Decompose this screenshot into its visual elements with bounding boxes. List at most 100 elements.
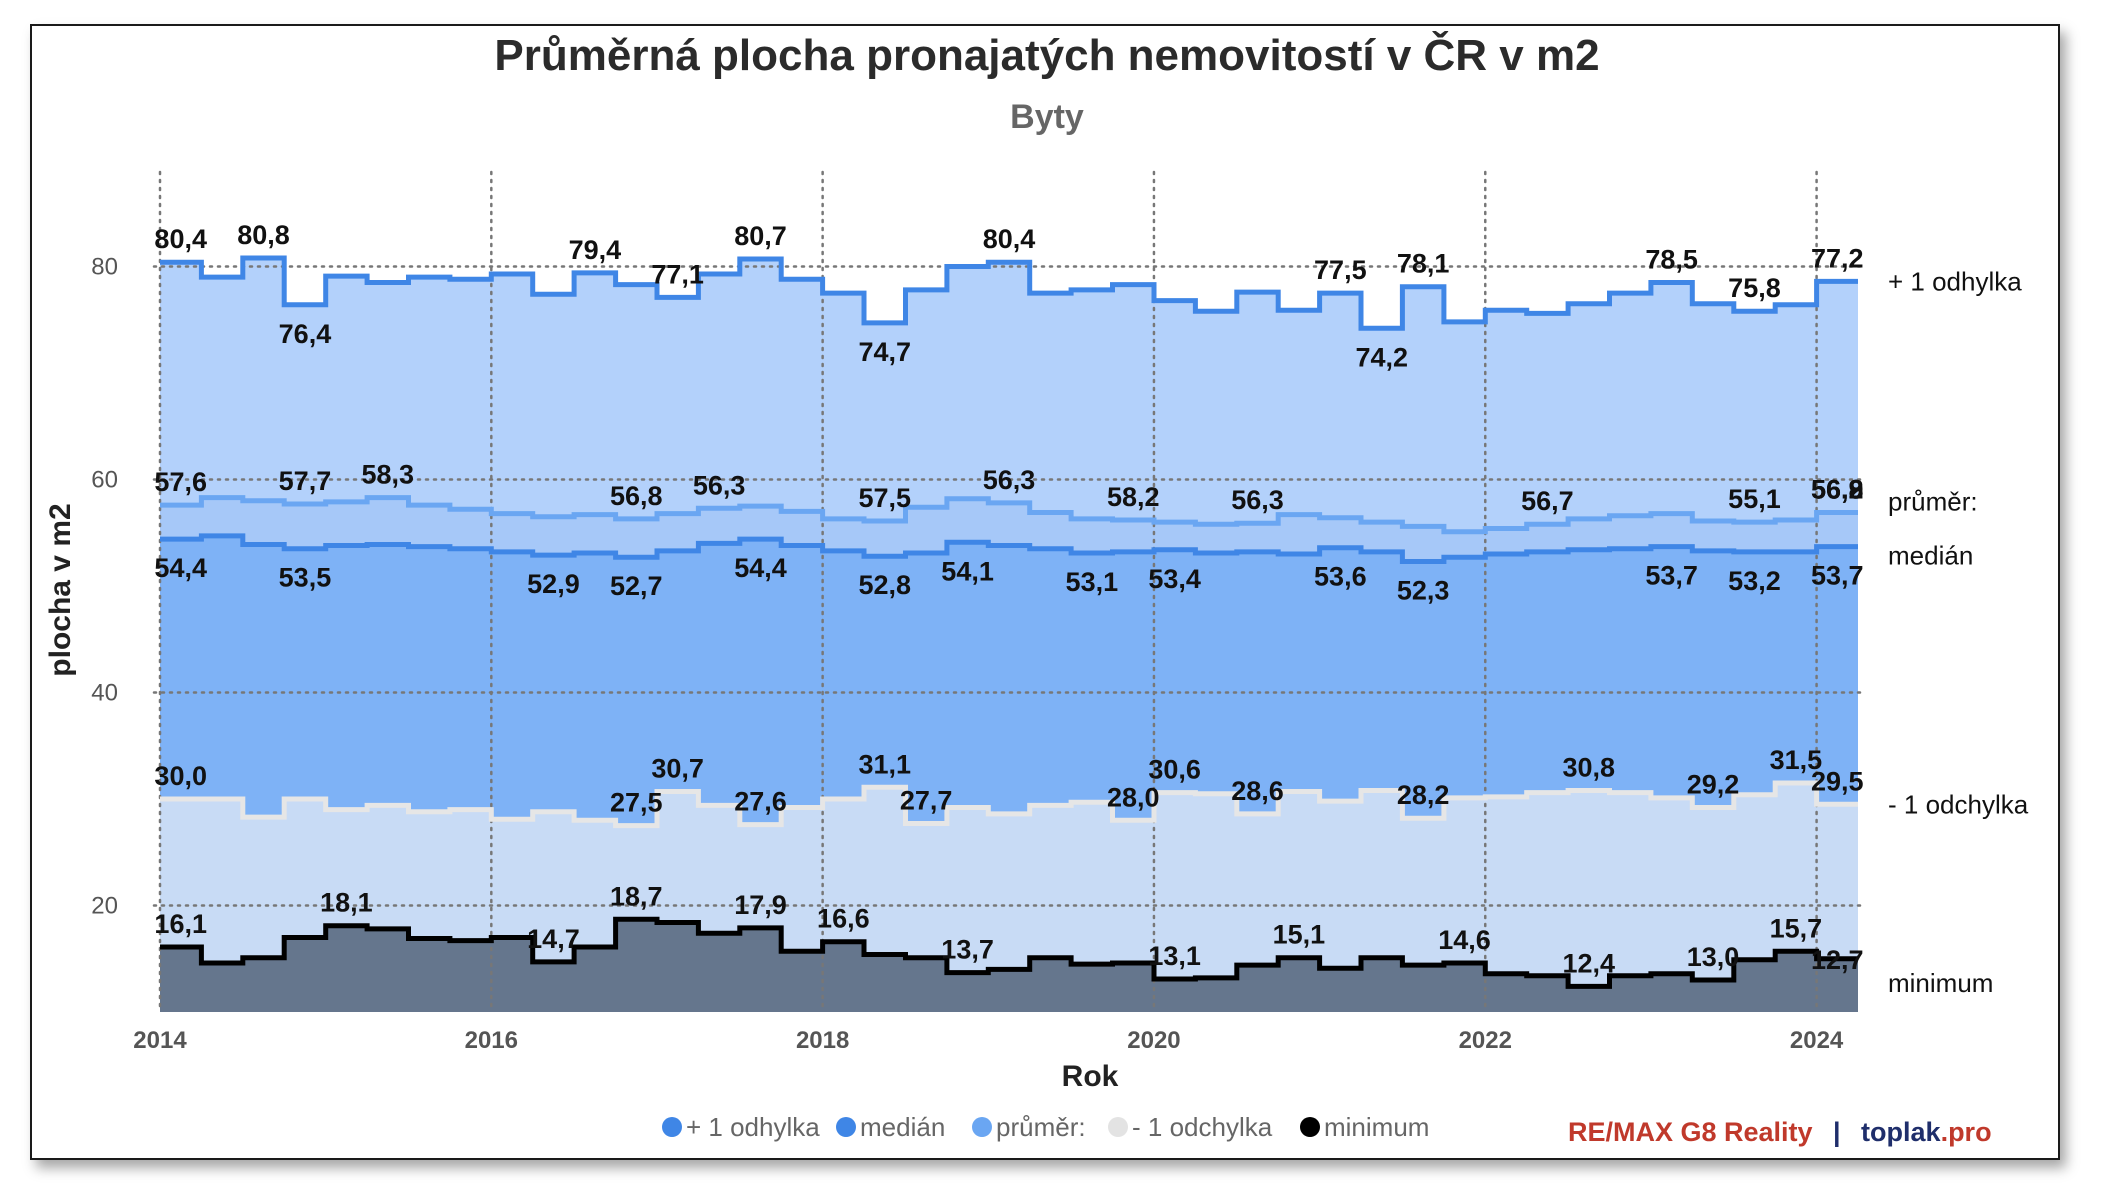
data-label-s4-27: 15,1 bbox=[1273, 920, 1326, 950]
data-label-s3-0: 30,0 bbox=[154, 761, 207, 791]
data-label-s0-36: 78,5 bbox=[1645, 244, 1698, 274]
data-label-s0-29: 74,2 bbox=[1355, 342, 1408, 372]
x-tick-label-5: 2024 bbox=[1790, 1027, 1844, 1054]
chart-subtitle: Byty bbox=[1010, 98, 1084, 136]
data-label-s3-30: 28,2 bbox=[1397, 780, 1450, 810]
data-label-s4-0: 16,1 bbox=[154, 909, 207, 939]
data-label-s0-12: 77,1 bbox=[651, 259, 704, 289]
data-label-s3-17: 31,1 bbox=[858, 749, 911, 779]
attribution-domain: .pro bbox=[1941, 1117, 1992, 1147]
data-label-s2-3: 53,5 bbox=[279, 563, 332, 593]
attribution-separator: | bbox=[1833, 1117, 1841, 1147]
line-series-3 bbox=[160, 780, 1858, 829]
attribution-brand: RE/MAX G8 Reality bbox=[1568, 1117, 1813, 1147]
data-label-s2-41: 53,7 bbox=[1811, 561, 1864, 591]
data-label-s3-37: 29,2 bbox=[1687, 770, 1740, 800]
data-label-s0-10: 79,4 bbox=[569, 235, 622, 265]
data-label-s4-37: 13,0 bbox=[1687, 942, 1740, 972]
data-label-s1-49: 56,2 bbox=[1811, 475, 1864, 505]
attribution-site: toplak bbox=[1861, 1117, 1941, 1147]
legend-item-4[interactable]: minimum bbox=[1300, 1112, 1429, 1142]
data-label-s4-14: 17,9 bbox=[734, 890, 787, 920]
right-label-3: - 1 odchylka bbox=[1888, 789, 2029, 819]
data-label-s1-0: 57,6 bbox=[154, 467, 207, 497]
data-label-s2-9: 52,9 bbox=[527, 569, 580, 599]
data-label-s3-41: 29,5 bbox=[1811, 766, 1864, 796]
data-label-s0-14: 80,7 bbox=[734, 221, 787, 251]
data-label-s0-30: 78,1 bbox=[1397, 249, 1450, 279]
x-tick-label-0: 2014 bbox=[133, 1027, 187, 1054]
attribution: RE/MAX G8 Reality | toplak.pro bbox=[1568, 1117, 1992, 1147]
data-label-s3-26: 28,6 bbox=[1231, 776, 1284, 806]
data-label-s4-16: 16,6 bbox=[817, 904, 870, 934]
line-series-1 bbox=[160, 495, 1858, 535]
gridlines bbox=[152, 170, 1864, 1014]
legend-marker-1 bbox=[836, 1117, 856, 1137]
legend-label-2: průměr: bbox=[996, 1112, 1086, 1142]
data-label-s0-28: 77,5 bbox=[1314, 255, 1367, 285]
data-labels: 80,4 80,8 76,4 79,4 77,1 80,7 74,7 80,4 77,5 74,2… bbox=[154, 220, 1863, 978]
axes: 20 40 60 80 2014 2016 2018 2020 2022 2024 bbox=[91, 254, 1844, 1055]
data-label-s3-12: 30,7 bbox=[651, 754, 704, 784]
data-label-s1-17: 57,5 bbox=[858, 483, 911, 513]
data-label-s2-0: 54,4 bbox=[154, 553, 207, 583]
data-label-s1-45: 56,8 bbox=[1811, 475, 1864, 505]
data-label-s1-3: 57,7 bbox=[279, 466, 332, 496]
x-tick-label-4: 2022 bbox=[1459, 1027, 1512, 1054]
data-label-s4-34: 12,4 bbox=[1563, 948, 1616, 978]
data-label-s3-39: 31,5 bbox=[1770, 745, 1823, 775]
data-label-s1-23: 58,2 bbox=[1107, 482, 1160, 512]
data-label-s4-24: 13,1 bbox=[1148, 941, 1201, 971]
data-label-s1-50: 56,9 bbox=[1811, 475, 1864, 505]
area-series-4 bbox=[160, 919, 1858, 1012]
data-label-s4-4: 18,1 bbox=[320, 888, 373, 918]
data-label-s0-20: 80,4 bbox=[983, 224, 1036, 254]
right-series-labels: + 1 odhylka průměr: medián - 1 odchylka mini… bbox=[1888, 266, 2029, 998]
data-label-s3-18: 27,7 bbox=[900, 785, 953, 815]
x-tick-label-1: 2016 bbox=[465, 1027, 518, 1054]
legend-label-1: medián bbox=[860, 1112, 945, 1142]
y-axis-title: plocha v m2 bbox=[44, 503, 77, 676]
line-series-0 bbox=[160, 255, 1858, 331]
right-label-1: průměr: bbox=[1888, 487, 1978, 517]
data-label-s2-17: 52,8 bbox=[858, 570, 911, 600]
data-label-s0-38: 75,8 bbox=[1728, 273, 1781, 303]
legend-item-1[interactable]: medián bbox=[836, 1112, 945, 1142]
y-tick-label-2: 60 bbox=[91, 467, 118, 494]
data-label-s3-11: 27,5 bbox=[610, 788, 663, 818]
data-label-s1-20: 56,3 bbox=[983, 465, 1036, 495]
legend-marker-0 bbox=[662, 1117, 682, 1137]
legend-label-0: + 1 odhylka bbox=[686, 1112, 820, 1142]
legend: + 1 odhylka medián průměr: - 1 odchylka mini… bbox=[662, 1112, 1429, 1142]
data-label-s0-3: 76,4 bbox=[279, 319, 332, 349]
data-label-s1-11: 56,8 bbox=[610, 481, 663, 511]
data-label-s2-11: 52,7 bbox=[610, 571, 663, 601]
data-label-s0-2: 80,8 bbox=[237, 220, 290, 250]
legend-marker-3 bbox=[1108, 1117, 1128, 1137]
data-label-s1-13: 56,3 bbox=[693, 470, 746, 500]
right-label-2: medián bbox=[1888, 541, 1973, 571]
data-label-s3-24: 30,6 bbox=[1148, 755, 1201, 785]
data-label-s0-41: 77,2 bbox=[1811, 243, 1864, 273]
data-label-s1-38: 55,1 bbox=[1728, 484, 1781, 514]
data-label-s2-30: 52,3 bbox=[1397, 576, 1450, 606]
data-label-s2-22: 53,1 bbox=[1066, 567, 1119, 597]
data-label-s4-11: 18,7 bbox=[610, 881, 663, 911]
legend-item-3[interactable]: - 1 odchylka bbox=[1108, 1112, 1273, 1142]
line-series-4 bbox=[160, 916, 1858, 989]
legend-label-4: minimum bbox=[1324, 1112, 1429, 1142]
x-axis-title: Rok bbox=[1062, 1060, 1119, 1093]
data-label-s2-38: 53,2 bbox=[1728, 566, 1781, 596]
data-label-s0-0: 80,4 bbox=[154, 224, 207, 254]
legend-item-0[interactable]: + 1 odhylka bbox=[662, 1112, 820, 1142]
legend-item-2[interactable]: průměr: bbox=[972, 1112, 1086, 1142]
data-label-s1-33: 56,7 bbox=[1521, 486, 1574, 516]
series-areas bbox=[160, 258, 1858, 1013]
data-label-s1-26: 56,3 bbox=[1231, 485, 1284, 515]
data-label-s4-41: 12,7 bbox=[1811, 945, 1864, 975]
data-label-s4-9: 14,7 bbox=[527, 924, 580, 954]
line-series-2 bbox=[160, 533, 1858, 564]
data-label-s2-24: 53,4 bbox=[1148, 564, 1201, 594]
data-label-s4-31: 14,6 bbox=[1438, 925, 1491, 955]
